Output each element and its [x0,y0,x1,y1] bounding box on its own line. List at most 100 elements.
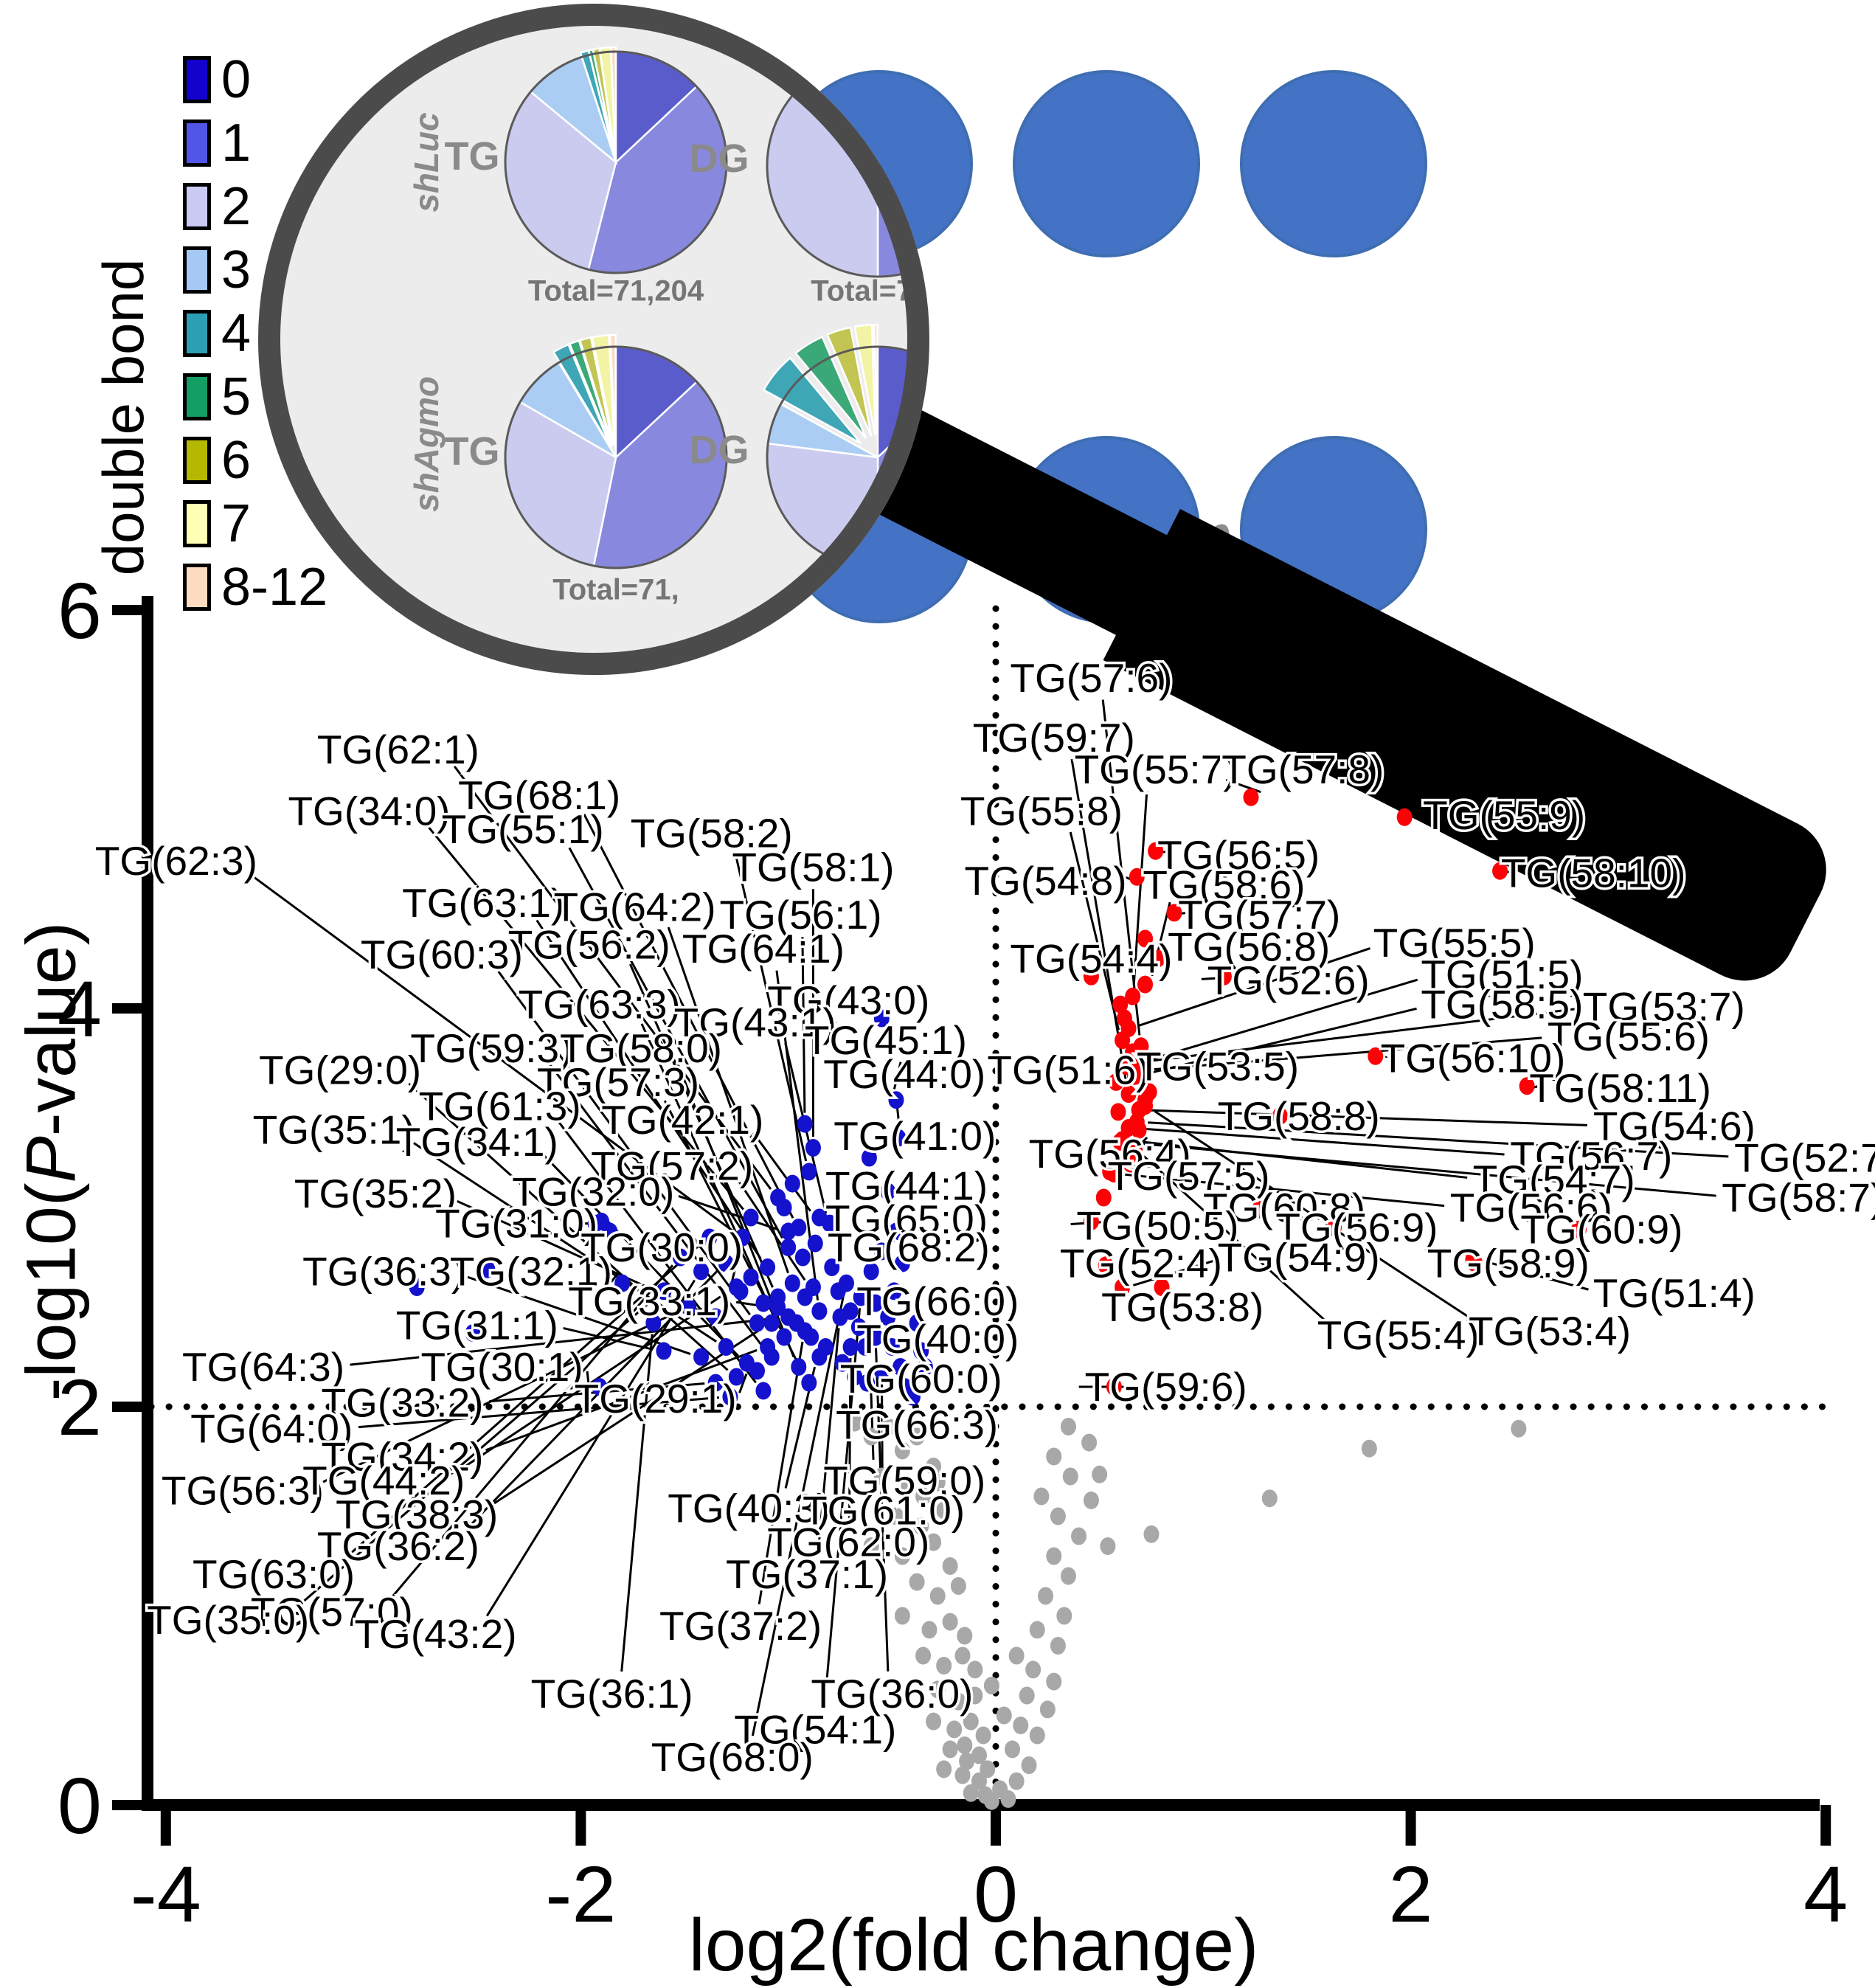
data-point [954,1766,971,1784]
leader-line [1148,1121,1729,1158]
data-point [614,1274,631,1292]
data-point [942,1557,958,1575]
data-point [1081,1433,1098,1452]
tg-label: TG(56:9) [1275,1205,1438,1250]
tg-label: TG(66:0) [856,1278,1019,1324]
pie-slice-db8-12 [873,323,878,436]
data-point [1141,1083,1157,1101]
tg-label: TG(44:1) [825,1163,988,1208]
data-point [1005,1740,1021,1759]
legend-swatch-8-12 [183,564,211,611]
data-point [805,1139,821,1157]
data-point [803,1328,819,1346]
legend-swatch-0 [183,56,211,103]
leader-line [1131,1141,1716,1197]
legend-swatch-label: 7 [221,494,252,553]
data-point [1116,1009,1132,1028]
data-point [929,1680,946,1699]
leader-line [1132,1260,1213,1286]
leader-line [459,1291,728,1471]
data-point [735,1228,751,1247]
tg-label: TG(59:6) [1085,1364,1247,1410]
leader-lines [248,699,1729,1736]
tg-label: TG(51:6) [987,1047,1149,1093]
data-point [1000,1790,1016,1808]
data-point [1115,1278,1131,1296]
data-point [983,1792,999,1810]
leader-line [610,1273,619,1283]
data-point [760,1258,776,1276]
data-point [1046,1447,1062,1466]
leader-line [1162,949,1170,958]
data-points [409,788,1587,1810]
x-tick-label--4: -4 [131,1849,201,1939]
data-point [971,1772,987,1790]
data-point [867,1328,884,1346]
pie-slice-db5 [568,339,613,447]
data-point [847,1413,863,1432]
data-point [873,1009,890,1028]
pie-slice-db7 [591,334,616,446]
data-point [1492,862,1508,880]
tg-label: TG(53:8) [1101,1284,1264,1330]
data-point [926,1712,942,1731]
data-point [824,1258,840,1276]
y-axis-label-prefix: -log10( [12,1182,91,1402]
leader-line [408,1082,729,1371]
x-tick-label-0: 0 [974,1849,1018,1939]
data-point [917,1358,933,1376]
tg-label: TG(54:8) [964,858,1126,904]
tg-label: TG(62:1) [317,727,479,772]
tg-label: TG(59:7) [973,715,1135,761]
pie-outline [766,345,929,569]
legend-swatch-4 [183,310,211,357]
leader-line [1154,1110,1474,1322]
tg-label: TG(42:1) [601,1097,763,1143]
leader-line [248,872,735,1233]
data-point [894,1607,910,1625]
tg-label: TG(31:1) [396,1302,558,1348]
pie-DG [766,54,929,278]
data-point [1361,1439,1377,1458]
tg-label: TG(35:0) [147,1597,309,1643]
data-point [1243,788,1259,806]
data-point [936,1657,952,1674]
data-point [1092,1465,1108,1483]
data-point [936,1760,952,1779]
tg-label: TG(68:2) [828,1225,990,1270]
data-point [926,1533,942,1551]
tg-label: TG(34:1) [396,1119,558,1165]
tg-label: TG(50:5) [1076,1202,1238,1248]
data-point [842,1302,859,1320]
leader-line [758,1341,804,1604]
tg-label: TG(64:0) [190,1406,353,1452]
tg-label: TG(68:1) [458,772,620,818]
data-point [873,1242,890,1261]
data-point [963,1784,979,1802]
data-point [755,1382,772,1400]
data-point [807,1234,823,1253]
leader-line [870,1393,875,1460]
x-axis-label: log2(fold change) [688,1904,1259,1987]
data-point [707,1374,724,1392]
data-point [863,1427,879,1446]
data-point [880,1182,896,1201]
leader-line [392,1264,674,1597]
pie-TG [504,46,728,274]
tg-label: TG(55:6) [1548,1014,1710,1059]
data-point [915,1646,932,1665]
data-point [1137,975,1154,994]
data-point [929,1473,946,1492]
data-point [1137,929,1154,948]
leader-line [1415,814,1418,818]
data-point [946,1720,963,1739]
tg-label: TG(57:7) [1178,892,1340,938]
leader-line [322,1310,679,1483]
leader-line [1154,1036,1542,1071]
legend-swatch-label: 1 [221,114,252,173]
data-point [1029,1621,1045,1639]
data-point [830,1282,846,1300]
leader-line [350,1317,777,1366]
data-point [1272,1106,1288,1125]
data-point [743,1208,759,1227]
